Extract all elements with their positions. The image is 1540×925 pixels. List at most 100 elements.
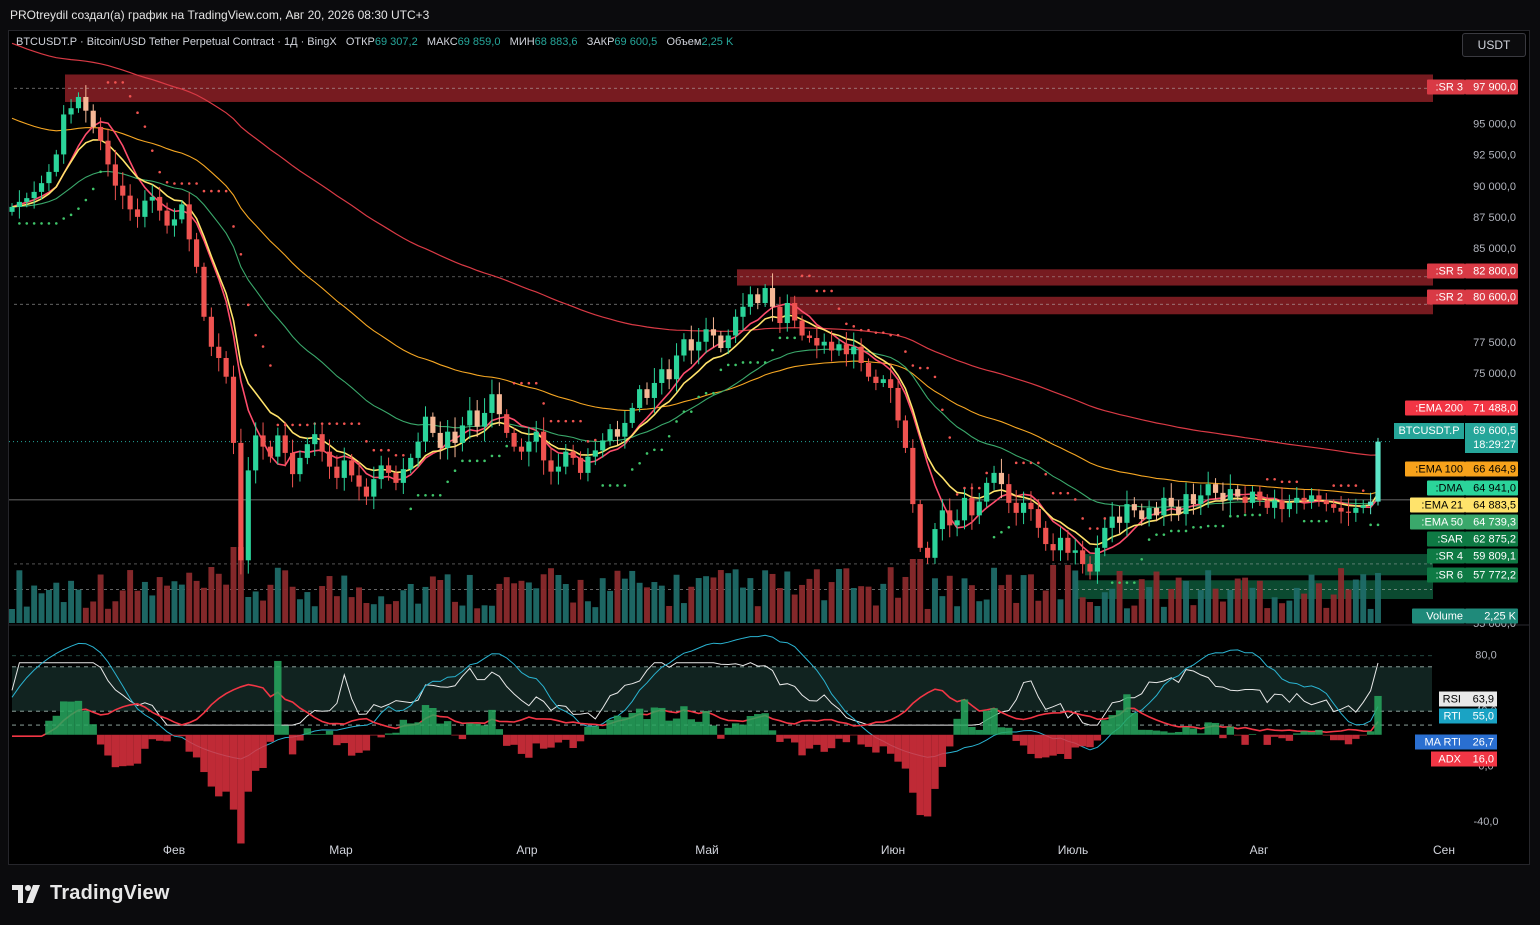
price-tag-name: :SAR: [1437, 533, 1463, 545]
price-tag-name-bg: [1427, 289, 1465, 305]
momentum-bar: [104, 734, 112, 756]
volume-bars: [9, 547, 1381, 623]
volume-bar: [998, 585, 1005, 623]
volume-bar: [1375, 573, 1381, 623]
candle: [666, 369, 672, 380]
candle: [1212, 484, 1219, 493]
candle: [422, 416, 429, 442]
candle: [1102, 527, 1108, 548]
candle: [297, 457, 303, 475]
volume-bar: [806, 578, 813, 623]
volume-bar: [1197, 590, 1204, 623]
price-tag-name: :DMA: [1436, 482, 1464, 494]
volume-bar: [385, 604, 392, 623]
volume-bar: [38, 593, 45, 623]
candle: [939, 510, 945, 530]
sar-dot: [1051, 491, 1055, 495]
candle: [1338, 507, 1344, 512]
sar-dot: [453, 469, 457, 472]
sar-dot: [1236, 514, 1240, 518]
candle: [1198, 495, 1204, 505]
sar-dot: [1014, 461, 1018, 465]
sar-dot: [837, 307, 841, 310]
sar-dot: [475, 459, 479, 463]
chart-panel[interactable]: [8, 30, 1530, 865]
momentum-bar: [702, 710, 710, 735]
candle: [991, 472, 997, 483]
candle: [984, 482, 990, 502]
volume-bar: [991, 567, 997, 623]
momentum-bar: [96, 734, 105, 745]
low-label: МИН: [509, 36, 535, 48]
momentum-bar: [1167, 732, 1175, 735]
candle: [445, 431, 451, 448]
momentum-bar: [318, 734, 326, 735]
momentum-bar: [503, 734, 511, 746]
momentum-bar: [798, 734, 806, 756]
volume-bar: [636, 582, 643, 623]
volume-bar: [230, 547, 237, 623]
volume-bar: [1035, 600, 1042, 623]
oscillator-tag-value-bg: [1465, 708, 1497, 724]
candle: [976, 501, 982, 516]
price-tag-value-bg: [1465, 567, 1518, 583]
volume-bar: [496, 583, 503, 623]
sar-dot: [800, 274, 804, 278]
sar-dot: [734, 363, 737, 367]
sar-dot: [881, 331, 885, 334]
sar-dot: [1125, 581, 1129, 584]
sar-dot: [527, 381, 531, 385]
candle: [134, 209, 141, 217]
candle: [777, 306, 783, 324]
volume-bar: [422, 586, 429, 623]
sar-dot: [756, 361, 760, 364]
volume-bar: [363, 603, 370, 623]
candle: [1072, 550, 1078, 553]
volume-bar: [629, 570, 636, 623]
momentum-bar: [731, 723, 740, 735]
volume-bar: [592, 607, 599, 623]
momentum-bar: [953, 718, 961, 735]
sar-dot: [99, 170, 102, 174]
volume-bar: [201, 587, 207, 623]
volume-bar: [378, 596, 385, 623]
candle: [821, 341, 827, 346]
price-tag-value-bg: [1465, 289, 1518, 305]
price-tag-value: 64 941,0: [1473, 482, 1516, 494]
candle: [363, 486, 370, 497]
symbol-title[interactable]: BTCUSDT.P · Bitcoin/USD Tether Perpetual…: [16, 36, 337, 48]
volume-bar: [1345, 589, 1352, 623]
candle: [1168, 497, 1174, 507]
sar-dot: [645, 452, 649, 455]
time-tick-label: Сен: [1433, 843, 1455, 857]
sar-dot: [749, 361, 752, 364]
price-tag-name-bg: [1405, 400, 1465, 416]
candle: [481, 412, 488, 427]
sar-dot: [1302, 519, 1306, 523]
volume-bar: [1323, 607, 1330, 623]
volume-bar: [695, 578, 702, 623]
volume-bar: [149, 595, 156, 623]
volume-bar: [548, 568, 554, 623]
candle: [1124, 504, 1130, 523]
volume-bar: [511, 583, 518, 623]
candle: [230, 376, 237, 443]
sar-dot: [1147, 538, 1151, 541]
momentum-bar: [990, 708, 998, 735]
volume-bar: [415, 603, 422, 623]
volume-bar: [1227, 589, 1234, 623]
momentum-bar: [1248, 734, 1257, 735]
currency-button[interactable]: USDT: [1462, 33, 1526, 57]
sar-dot: [1155, 533, 1158, 536]
candle: [533, 431, 539, 442]
volume-bar: [961, 578, 968, 623]
momentum-bar: [665, 720, 673, 735]
momentum-area: [45, 660, 1382, 844]
candle: [378, 465, 384, 480]
candle: [1013, 502, 1019, 513]
rsi-line: [11, 662, 1379, 726]
candle: [38, 183, 45, 192]
price-tag-value-bg: [1465, 608, 1518, 624]
volume-bar: [282, 570, 289, 623]
